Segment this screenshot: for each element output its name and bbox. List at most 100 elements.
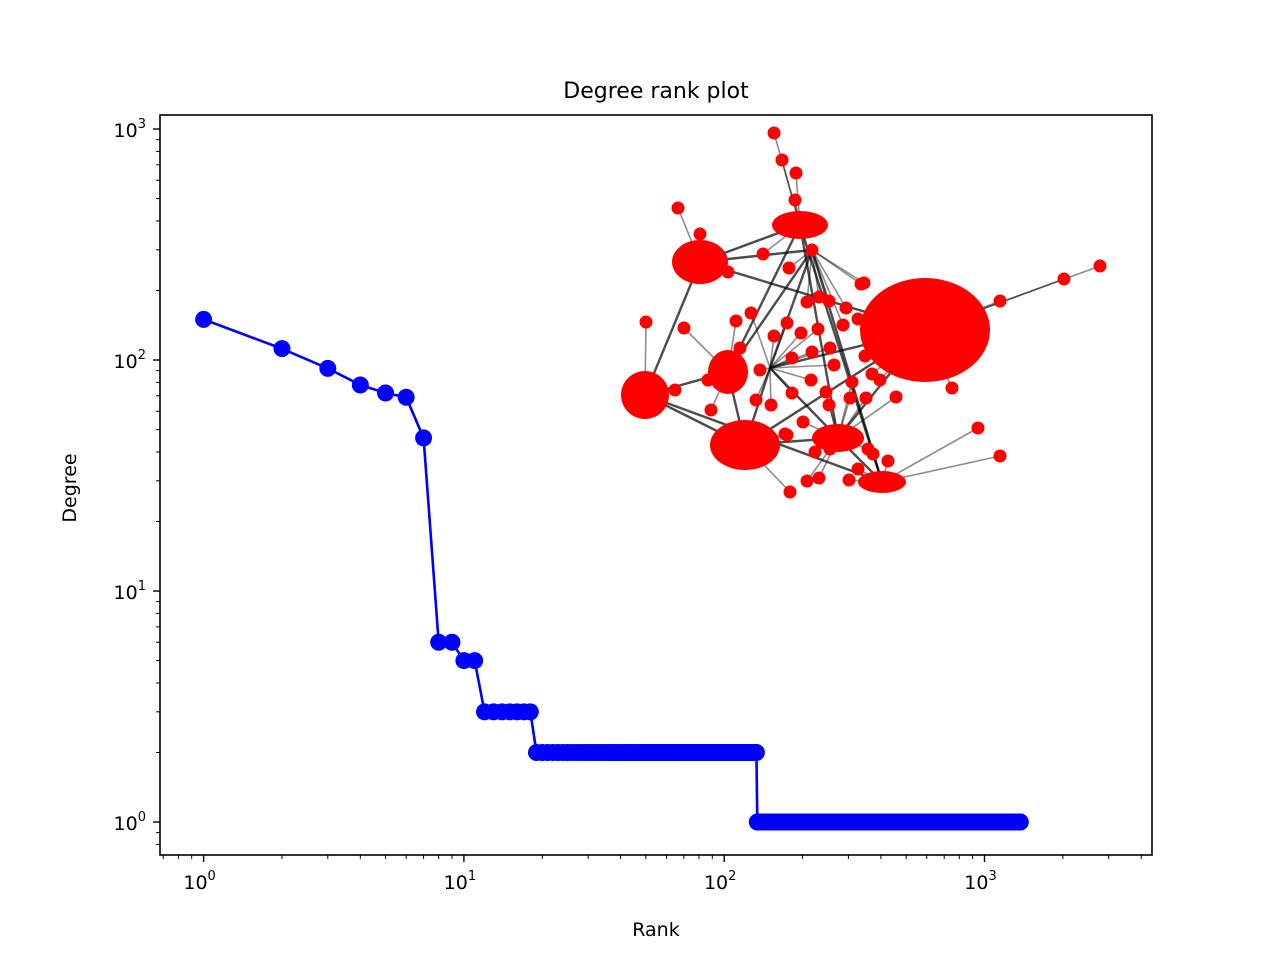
x-tick-base: 10 (964, 872, 988, 894)
y-tick-label: 103 (114, 117, 146, 142)
graph-node (805, 345, 819, 359)
graph-node (721, 265, 735, 279)
graph-node (812, 471, 826, 485)
graph-edge (750, 312, 771, 369)
graph-node (873, 373, 887, 387)
y-tick-label: 100 (114, 810, 146, 835)
graph-edge (769, 332, 802, 369)
graph-node (804, 373, 818, 387)
data-point (443, 633, 461, 651)
graph-node (800, 295, 814, 309)
graph-edge (811, 249, 847, 309)
graph-node-cluster (621, 371, 669, 419)
y-tick-base: 10 (114, 120, 138, 142)
graph-edge (769, 367, 812, 381)
graph-edge (773, 132, 801, 226)
graph-node (805, 243, 819, 257)
graph-node-cluster (772, 211, 828, 239)
graph-node (778, 427, 792, 441)
graph-edge (881, 427, 979, 483)
graph-node (843, 391, 857, 405)
graph-node (782, 261, 796, 275)
graph-node (881, 454, 895, 468)
graph-node (800, 474, 814, 488)
data-point (351, 376, 369, 394)
graph-node (733, 341, 747, 355)
data-point (273, 340, 291, 358)
x-tick-exponent: 2 (728, 869, 736, 884)
x-tick-exponent: 1 (468, 869, 476, 884)
graph-node (767, 329, 781, 343)
graph-node (839, 301, 853, 315)
data-point (377, 384, 395, 402)
x-tick-label: 101 (444, 869, 476, 894)
graph-node (823, 341, 837, 355)
plot-frame (159, 114, 1153, 856)
graph-node (811, 322, 825, 336)
graph-node (822, 398, 836, 412)
series-layer (195, 310, 1029, 831)
graph-node (701, 373, 715, 387)
graph-node (785, 351, 799, 365)
x-tick-base: 10 (444, 872, 468, 894)
graph-node (671, 201, 685, 215)
graph-node-cluster (858, 471, 906, 493)
graph-node (859, 391, 873, 405)
data-point (319, 359, 337, 377)
data-point (195, 310, 213, 328)
data-point (466, 652, 484, 670)
graph-node (775, 153, 789, 167)
y-tick-label: 102 (114, 348, 146, 373)
graph-node (822, 294, 836, 308)
graph-node (1057, 272, 1071, 286)
graph-node (851, 312, 865, 326)
graph-node (836, 318, 850, 332)
graph-edge (769, 328, 819, 369)
graph-node (693, 227, 707, 241)
y-tick-base: 10 (114, 582, 138, 604)
graph-edge (768, 249, 814, 369)
graph-node (858, 349, 872, 363)
graph-node (780, 316, 794, 330)
y-tick-base: 10 (114, 351, 138, 373)
graph-node (1093, 259, 1107, 273)
y-tick-base: 10 (114, 813, 138, 835)
graph-node (639, 315, 653, 329)
graph-node (819, 385, 833, 399)
x-tick-exponent: 3 (988, 869, 996, 884)
graph-node (845, 375, 859, 389)
graph-node (993, 449, 1007, 463)
graph-node (753, 363, 767, 377)
graph-node (789, 166, 803, 180)
y-tick-exponent: 0 (138, 810, 146, 825)
graph-node-cluster (860, 278, 990, 382)
graph-node (783, 485, 797, 499)
graph-node (764, 398, 778, 412)
chart-title: Degree rank plot (563, 79, 749, 104)
data-point (430, 633, 448, 651)
y-axis-label: Degree (59, 453, 81, 522)
graph-node (857, 276, 871, 290)
graph-node (796, 415, 810, 429)
y-tick-exponent: 3 (138, 117, 146, 132)
graph-node (677, 321, 691, 335)
graph-node (971, 421, 985, 435)
x-tick-label: 102 (704, 869, 736, 894)
network-graph-inset (621, 126, 1107, 499)
graph-node (842, 473, 856, 487)
graph-edge (811, 249, 865, 284)
graph-edge (811, 249, 862, 285)
x-axis-label: Rank (632, 919, 679, 941)
graph-node-cluster (710, 420, 780, 470)
x-tick-label: 100 (183, 869, 215, 894)
x-tick-exponent: 0 (208, 869, 216, 884)
graph-edge (769, 364, 835, 369)
graph-node (704, 403, 718, 417)
graph-node (794, 326, 808, 340)
graph-node (725, 353, 739, 367)
y-tick-label: 101 (114, 579, 146, 604)
x-tick-base: 10 (704, 872, 728, 894)
graph-node (744, 306, 758, 320)
graph-node-cluster (672, 240, 728, 284)
